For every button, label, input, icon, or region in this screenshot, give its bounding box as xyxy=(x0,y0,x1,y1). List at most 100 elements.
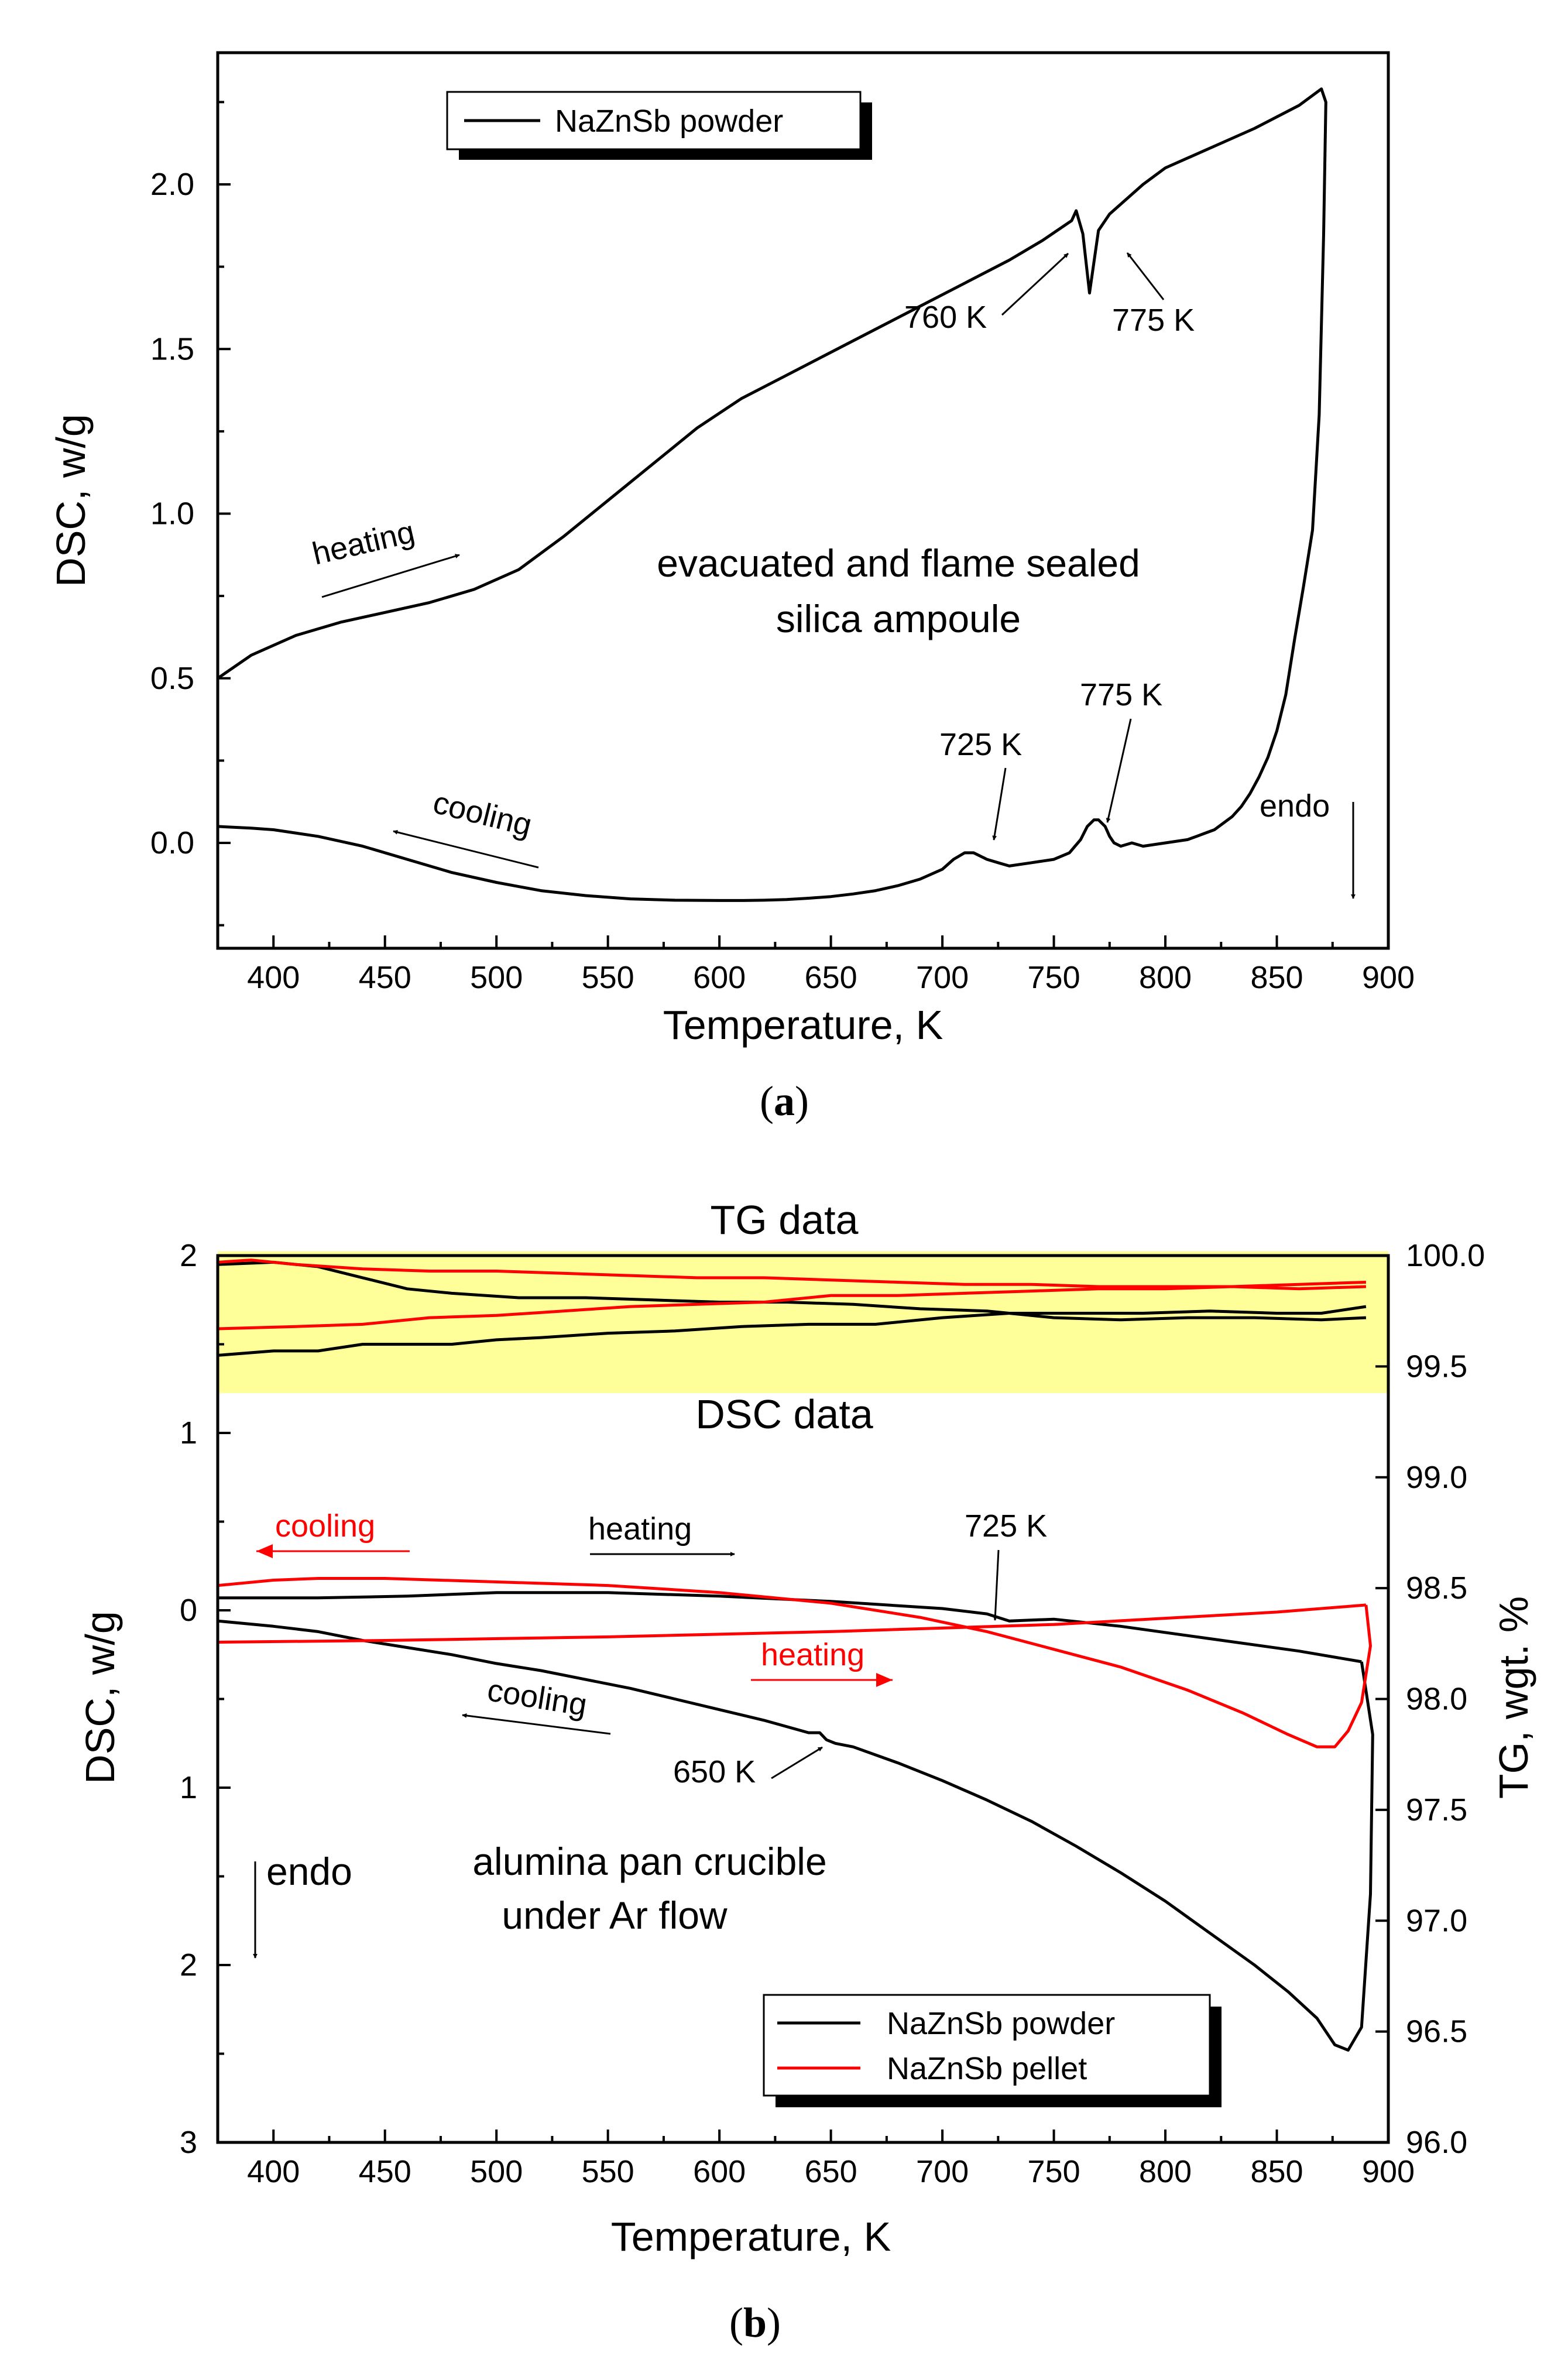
panel-b-x-ticks: 400 450 500 550 600 650 700 750 800 850 900 xyxy=(217,2130,1415,2189)
panel-b-y2-tick-label: 96.5 xyxy=(1406,2014,1467,2049)
panel-a-725K-label: 725 K xyxy=(939,727,1022,762)
panel-b-dsc-title: DSC data xyxy=(695,1391,873,1437)
panel-b-y-tick-label: 0 xyxy=(180,1593,197,1628)
panel-b-x-tick-label: 850 xyxy=(1250,2154,1303,2189)
panel-b-y-tick-label: 1 xyxy=(180,1415,197,1451)
panel-a-x-axis-title: Temperature, K xyxy=(663,1002,943,1048)
panel-a-x-tick-label: 900 xyxy=(1362,960,1415,995)
panel-a-775K-cooling-arrow xyxy=(1106,718,1132,823)
panel-b-y2-tick-label: 97.5 xyxy=(1406,1792,1467,1827)
panel-b-condition-line2: under Ar flow xyxy=(502,1894,728,1937)
panel-b-x-tick-label: 700 xyxy=(916,2154,969,2189)
panel-b-x-tick-label: 600 xyxy=(693,2154,746,2189)
panel-b-series-line xyxy=(217,1305,1367,1357)
panel-a-x-tick-label: 650 xyxy=(805,960,857,995)
panel-a-legend-label: NaZnSb powder xyxy=(555,104,783,139)
panel-a-775K-cooling-label: 775 K xyxy=(1080,677,1162,712)
panel-b-y2-tick-label: 98.0 xyxy=(1406,1682,1467,1717)
panel-a-725K-arrow xyxy=(992,767,1007,841)
panel-b-x-tick-label: 450 xyxy=(359,2154,411,2189)
panel-b-725K-label: 725 K xyxy=(965,1508,1047,1544)
panel-b-tg-title: TG data xyxy=(711,1197,859,1243)
panel-b-series-line xyxy=(217,1285,1366,1331)
panel-b-endo-label: endo xyxy=(266,1850,352,1893)
panel-b-legend: NaZnSb powder NaZnSb pellet xyxy=(763,1994,1222,2107)
panel-b-x-tick-label: 750 xyxy=(1028,2154,1080,2189)
panel-b-y-ticks: 3 2 1 0 1 2 xyxy=(180,1238,231,2160)
panel-b-y2-tick-label: 98.5 xyxy=(1406,1571,1467,1606)
panel-b-series-line xyxy=(217,1619,1374,2052)
panel-a-x-tick-label: 600 xyxy=(693,960,746,995)
panel-b-legend-label-powder: NaZnSb powder xyxy=(887,2006,1115,2041)
panel-b-y2-tick-label: 100.0 xyxy=(1406,1238,1485,1273)
panel-b-cooling-red-arrowhead xyxy=(256,1544,273,1558)
panel-a: 400 450 500 550 600 650 700 750 800 850 900 0.0 0.5… xyxy=(48,51,1415,1124)
panel-b-series-line xyxy=(217,1603,1367,1644)
panel-a-x-tick-label: 550 xyxy=(582,960,634,995)
panel-b-y-tick-label: 2 xyxy=(180,1238,197,1273)
panel-b-x-tick-label: 900 xyxy=(1362,2154,1415,2189)
panel-b-y2-tick-label: 97.0 xyxy=(1406,1903,1467,1938)
panel-a-legend: NaZnSb powder xyxy=(446,91,872,160)
panel-b-heating-red-label: heating xyxy=(761,1637,864,1672)
panel-b-650K-arrow xyxy=(771,1746,823,1779)
panel-a-series xyxy=(217,87,1327,902)
panel-b-cooling-black-arrow xyxy=(462,1713,611,1735)
panel-a-775K-heating-label: 775 K xyxy=(1112,303,1195,338)
panel-b-series-line xyxy=(217,1577,1372,1748)
panel-b-y2-tick-label: 96.0 xyxy=(1406,2125,1467,2160)
panel-b-x-tick-label: 550 xyxy=(582,2154,634,2189)
panel-b-heating-red-arrowhead xyxy=(876,1673,893,1687)
panel-b-x-tick-label: 500 xyxy=(470,2154,523,2189)
panel-a-x-tick-label: 450 xyxy=(359,960,411,995)
panel-b-x-tick-label: 400 xyxy=(247,2154,300,2189)
panel-a-condition-line1: evacuated and flame sealed xyxy=(657,541,1140,585)
panel-b-y2-tick-label: 99.5 xyxy=(1406,1349,1467,1384)
panel-a-x-ticks: 400 450 500 550 600 650 700 750 800 850 900 xyxy=(217,935,1415,995)
panel-b-y-tick-label: 3 xyxy=(180,2125,197,2160)
panel-b-cooling-red-label: cooling xyxy=(275,1508,375,1544)
panel-b-x-tick-label: 650 xyxy=(805,2154,857,2189)
panel-b-condition-line1: alumina pan crucible xyxy=(472,1840,826,1883)
panel-b-725K-arrow xyxy=(993,1549,1000,1621)
panel-a-condition-line2: silica ampoule xyxy=(776,597,1021,640)
panel-b-x-axis-title: Temperature, K xyxy=(611,2214,891,2259)
panel-a-y-tick-label: 1.0 xyxy=(150,496,194,532)
panel-a-cooling-arrow xyxy=(393,829,539,869)
panel-a-760K-arrow xyxy=(1001,252,1069,316)
panel-a-x-tick-label: 800 xyxy=(1139,960,1192,995)
panel-a-775K-heating-arrow xyxy=(1126,252,1165,300)
panel-a-y-tick-label: 0.0 xyxy=(150,825,194,860)
panel-b-series-line xyxy=(217,1259,1366,1288)
panel-a-760K-label: 760 K xyxy=(904,300,987,335)
panel-a-x-tick-label: 850 xyxy=(1250,960,1303,995)
panel-a-series-line xyxy=(217,87,1327,902)
panel-b: 400 450 500 550 600 650 700 750 800 850 900 3 2 1 0 1 2… xyxy=(77,1197,1536,2346)
panel-b-series-line xyxy=(218,1591,1362,1664)
panel-b-legend-label-pellet: NaZnSb pellet xyxy=(887,2051,1087,2086)
panel-a-x-tick-label: 400 xyxy=(247,960,300,995)
panel-b-series xyxy=(217,1259,1374,2052)
panel-a-x-tick-label: 500 xyxy=(470,960,523,995)
panel-b-y2-axis-title: TG, wgt. % xyxy=(1491,1596,1536,1799)
panel-a-y-axis-title: DSC, w/g xyxy=(48,414,94,587)
panel-a-y-tick-label: 0.5 xyxy=(150,661,194,696)
panel-b-caption: (b) xyxy=(729,2299,781,2346)
panel-a-axes-frame xyxy=(216,51,1390,950)
panel-a-y-ticks: 0.0 0.5 1.0 1.5 2.0 xyxy=(150,101,231,927)
panel-b-tg-band xyxy=(218,1251,1388,1393)
panel-b-y2-tick-label: 99.0 xyxy=(1406,1460,1467,1495)
panel-b-650K-label: 650 K xyxy=(673,1754,756,1789)
panel-b-y2-ticks: 96.0 96.5 97.0 97.5 98.0 98.5 99.0 99.5 100.0 xyxy=(1375,1238,1485,2160)
panel-a-heating-arrow xyxy=(321,554,460,598)
panel-a-caption: (a) xyxy=(760,1078,809,1124)
panel-b-heating-black-label: heating xyxy=(588,1511,692,1547)
panel-a-x-tick-label: 700 xyxy=(916,960,969,995)
panel-a-y-tick-label: 2.0 xyxy=(150,167,194,202)
panel-b-y-tick-label: 1 xyxy=(180,1770,197,1805)
panel-b-annotations: cooling heating 725 K heating cooling 65… xyxy=(253,1508,1047,1959)
panel-a-x-tick-label: 750 xyxy=(1028,960,1080,995)
panel-a-endo-label: endo xyxy=(1260,788,1330,824)
panel-b-y-tick-label: 2 xyxy=(180,1947,197,1983)
